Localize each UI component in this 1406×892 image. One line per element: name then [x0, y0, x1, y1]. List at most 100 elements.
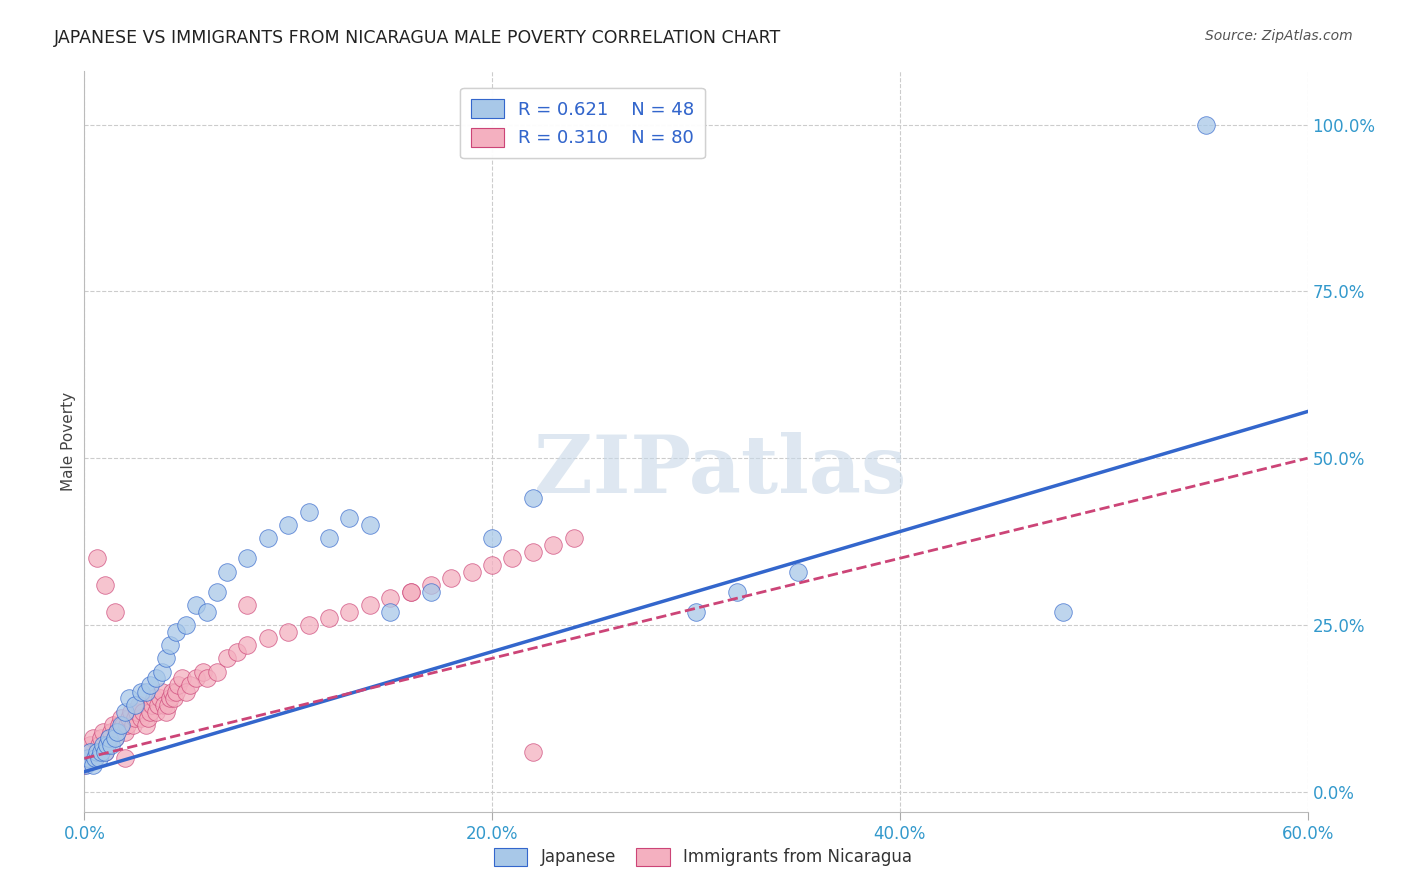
- Point: [174, 618, 197, 632]
- Point: [132, 705, 155, 719]
- Point: [339, 605, 361, 619]
- Point: [1195, 118, 1218, 132]
- Point: [165, 684, 187, 698]
- Point: [186, 598, 208, 612]
- Point: [420, 584, 443, 599]
- Point: [156, 698, 179, 712]
- Point: [93, 745, 115, 759]
- Point: [217, 651, 239, 665]
- Point: [131, 711, 153, 725]
- Text: ZIPatlas: ZIPatlas: [534, 432, 907, 510]
- Point: [257, 531, 280, 545]
- Point: [120, 705, 142, 719]
- Point: [101, 718, 124, 732]
- Point: [86, 745, 108, 759]
- Point: [118, 711, 141, 725]
- Point: [135, 684, 157, 698]
- Point: [142, 691, 165, 706]
- Point: [195, 671, 218, 685]
- Point: [167, 678, 190, 692]
- Point: [399, 584, 422, 599]
- Point: [87, 751, 110, 765]
- Point: [93, 578, 115, 592]
- Point: [73, 758, 96, 772]
- Point: [420, 578, 443, 592]
- Point: [195, 605, 218, 619]
- Point: [131, 684, 153, 698]
- Point: [115, 718, 138, 732]
- Point: [149, 691, 172, 706]
- Point: [83, 751, 105, 765]
- Point: [399, 584, 422, 599]
- Point: [787, 565, 810, 579]
- Point: [481, 531, 503, 545]
- Point: [481, 558, 503, 572]
- Point: [91, 724, 114, 739]
- Point: [86, 551, 108, 566]
- Point: [685, 605, 707, 619]
- Point: [522, 745, 544, 759]
- Point: [136, 711, 159, 725]
- Point: [138, 705, 160, 719]
- Point: [165, 624, 187, 639]
- Point: [96, 738, 118, 752]
- Point: [93, 745, 115, 759]
- Point: [205, 584, 228, 599]
- Point: [163, 691, 186, 706]
- Point: [124, 711, 146, 725]
- Point: [380, 591, 402, 606]
- Point: [179, 678, 201, 692]
- Point: [146, 698, 169, 712]
- Legend: Japanese, Immigrants from Nicaragua: Japanese, Immigrants from Nicaragua: [488, 841, 918, 873]
- Point: [522, 544, 544, 558]
- Point: [150, 665, 173, 679]
- Point: [236, 638, 259, 652]
- Point: [236, 598, 259, 612]
- Point: [145, 705, 167, 719]
- Point: [440, 571, 463, 585]
- Point: [110, 711, 132, 725]
- Point: [114, 705, 136, 719]
- Point: [172, 671, 194, 685]
- Point: [77, 751, 100, 765]
- Point: [128, 698, 150, 712]
- Point: [75, 751, 97, 765]
- Point: [380, 605, 402, 619]
- Point: [318, 611, 340, 625]
- Point: [205, 665, 228, 679]
- Point: [112, 718, 135, 732]
- Point: [461, 565, 484, 579]
- Point: [90, 731, 112, 746]
- Point: [174, 684, 197, 698]
- Point: [153, 698, 176, 712]
- Point: [83, 751, 105, 765]
- Point: [186, 671, 208, 685]
- Point: [145, 671, 167, 685]
- Point: [86, 745, 108, 759]
- Point: [104, 731, 127, 746]
- Point: [79, 745, 101, 759]
- Y-axis label: Male Poverty: Male Poverty: [60, 392, 76, 491]
- Point: [104, 731, 127, 746]
- Point: [155, 705, 177, 719]
- Point: [135, 718, 157, 732]
- Point: [277, 624, 299, 639]
- Text: Source: ZipAtlas.com: Source: ZipAtlas.com: [1205, 29, 1353, 43]
- Point: [562, 531, 585, 545]
- Point: [97, 731, 120, 746]
- Point: [75, 758, 97, 772]
- Point: [725, 584, 748, 599]
- Point: [104, 605, 127, 619]
- Point: [124, 698, 146, 712]
- Point: [79, 738, 101, 752]
- Point: [97, 731, 120, 746]
- Point: [1052, 605, 1074, 619]
- Point: [82, 731, 104, 746]
- Point: [318, 531, 340, 545]
- Point: [155, 651, 177, 665]
- Point: [150, 684, 173, 698]
- Point: [105, 724, 128, 739]
- Point: [122, 718, 145, 732]
- Text: JAPANESE VS IMMIGRANTS FROM NICARAGUA MALE POVERTY CORRELATION CHART: JAPANESE VS IMMIGRANTS FROM NICARAGUA MA…: [53, 29, 780, 46]
- Point: [191, 665, 214, 679]
